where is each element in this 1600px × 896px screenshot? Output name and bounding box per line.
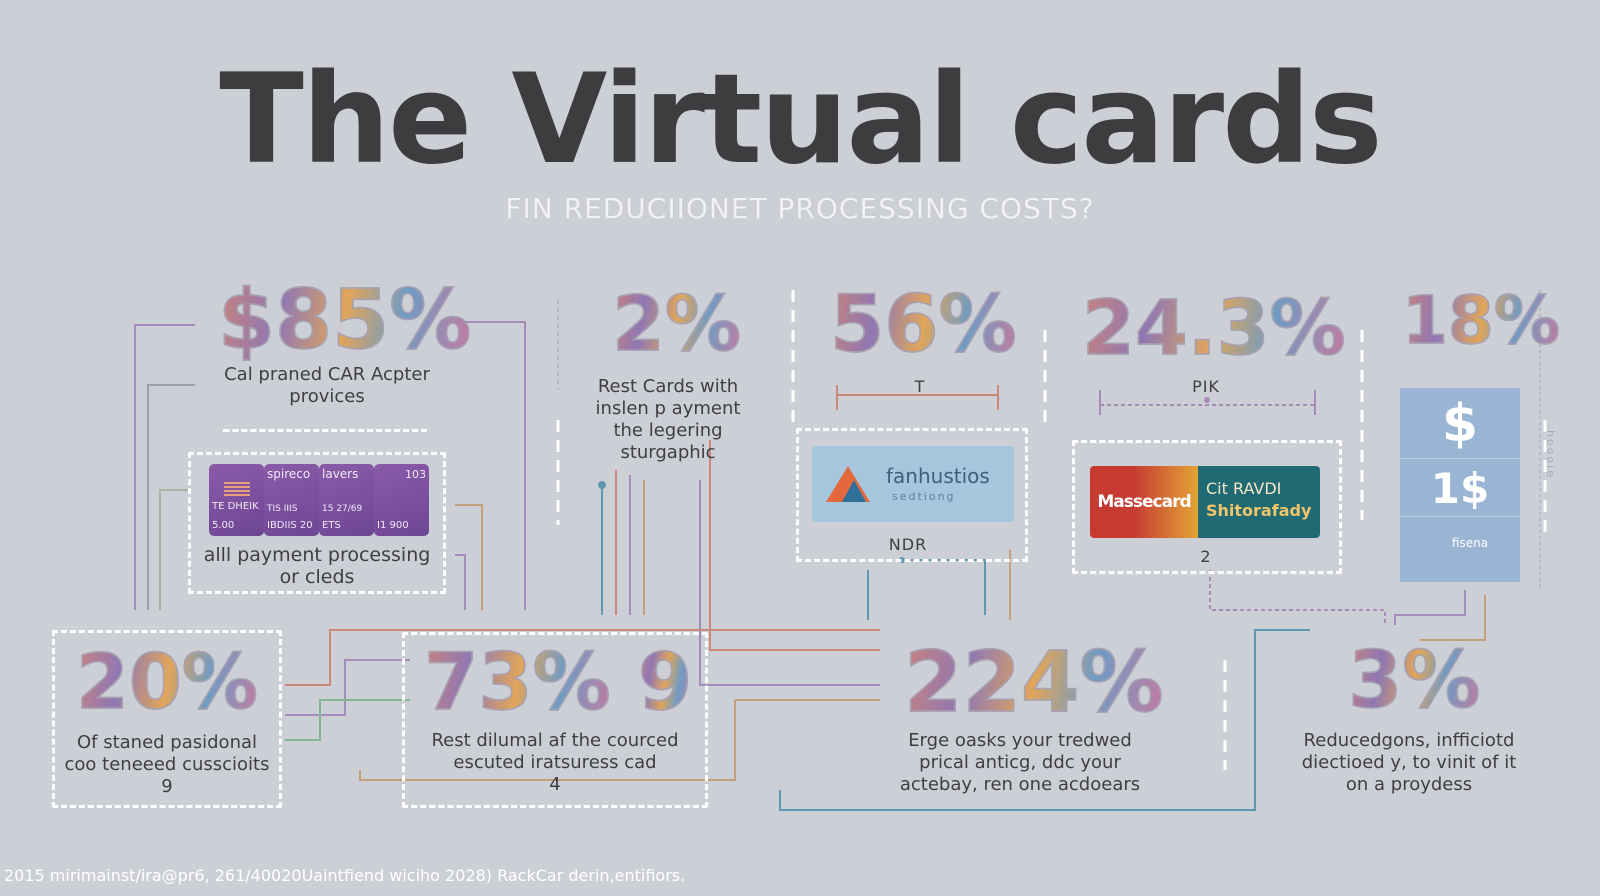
mc-box-label: 2 bbox=[1200, 547, 1212, 566]
mini-card-2-mid: TIS IIIS bbox=[267, 504, 298, 514]
stat-value-3: 56% bbox=[829, 280, 1017, 370]
dollar-icon: $ bbox=[1441, 394, 1479, 454]
stat-caption-2-line3: the legering bbox=[613, 420, 723, 441]
mini-card-3-top: lavers bbox=[322, 467, 359, 481]
mini-card-1-bot: 5.00 bbox=[212, 520, 235, 531]
card-box-top-dash bbox=[222, 429, 428, 432]
card-box-caption-line2: or cleds bbox=[279, 566, 355, 588]
stat-caption-6-line2: coo teneeed cusscioits bbox=[64, 754, 270, 775]
stat-caption-7-line2: escuted iratsuress cad bbox=[453, 752, 657, 773]
stat-caption-2-line2: inslen p ayment bbox=[595, 398, 741, 419]
stat-value-7: 73% bbox=[423, 638, 611, 728]
page-title: The Virtual cards bbox=[219, 48, 1382, 192]
stat-value-1: $85% bbox=[217, 273, 472, 368]
panel-divider-1 bbox=[1400, 458, 1520, 459]
panel-divider-2 bbox=[1400, 516, 1520, 517]
brand-logo-right-line1: Cit RAVDI bbox=[1206, 479, 1282, 498]
stat-value-7b: 9 bbox=[637, 638, 693, 728]
mc-box-frame bbox=[1072, 440, 1342, 574]
stat-value-2: 2% bbox=[611, 279, 742, 368]
mini-card-2-bot: IBDIIS 20 bbox=[267, 520, 313, 531]
logo-sub: sedtiong bbox=[892, 490, 956, 503]
mini-card-3-mid: 15 27/69 bbox=[322, 504, 363, 514]
stat-caption-2-line4: sturgaphic bbox=[620, 442, 716, 463]
logo-mark-inner-icon bbox=[842, 480, 866, 502]
stat-caption-8-line3: actebay, ren one acdoears bbox=[899, 774, 1141, 795]
stat-caption-8-line2: prical anticg, ddc your bbox=[919, 752, 1121, 773]
mini-card-4: 103 I1 900 bbox=[374, 464, 429, 536]
logo-name: fanhustios bbox=[886, 464, 990, 488]
stat-value-6: 20% bbox=[75, 637, 258, 726]
brand-logo-right-line2: Shitorafady bbox=[1206, 501, 1312, 520]
stat-caption-2: Rest Cards with inslen p ayment the lege… bbox=[570, 376, 766, 464]
stat-caption-9-line1: Reducedgons, infficiotd bbox=[1303, 730, 1515, 751]
card-box-caption: alll payment processing or cleds bbox=[190, 544, 444, 588]
mini-card-chip-icon bbox=[224, 482, 250, 496]
stat-label-4: PIK bbox=[1192, 377, 1220, 396]
stat-label-3: T bbox=[914, 377, 926, 396]
stat-box-7 bbox=[402, 632, 708, 808]
brand-logo-right: Cit RAVDI Shitorafady bbox=[1198, 466, 1320, 538]
stat-caption-1: Cal praned CAR Acpter provices bbox=[196, 364, 458, 408]
stat-caption-7: Rest dilumal af the courced escuted irat… bbox=[410, 730, 700, 796]
stat-caption-6-line3: 9 bbox=[161, 776, 173, 797]
stat-caption-7-line3: 4 bbox=[549, 774, 561, 795]
stat-caption-6-line1: Of staned pasidonal bbox=[76, 732, 258, 753]
mini-card-1-mid: TE DHEIK bbox=[212, 501, 259, 512]
stat-caption-7-line1: Rest dilumal af the courced bbox=[431, 730, 679, 751]
mini-card-3-bot: ETS bbox=[322, 520, 341, 531]
stat-caption-9-line2: diectioed y, to vinit of it bbox=[1301, 752, 1517, 773]
mini-card-4-bot: I1 900 bbox=[377, 520, 409, 531]
logo-box-label: NDR bbox=[888, 535, 928, 554]
stat-box-6 bbox=[52, 630, 282, 808]
mini-card-2-top: spireco bbox=[267, 467, 311, 481]
stat-caption-9-line3: on a proydess bbox=[1345, 774, 1473, 795]
stat-value-4: 24.3% bbox=[1081, 283, 1346, 372]
stat-caption-6: Of staned pasidonal coo teneeed cusscioi… bbox=[54, 732, 280, 798]
card-box-caption-line1: alll payment processing bbox=[203, 544, 431, 566]
stat-value-8: 224% bbox=[903, 633, 1164, 731]
stat-caption-9: Reducedgons, infficiotd diectioed y, to … bbox=[1286, 730, 1532, 796]
footer-text: 2015 mirimainst/ira@pr6, 261/40020Uaintf… bbox=[4, 866, 686, 885]
card-box bbox=[188, 452, 446, 594]
stat-caption-1-line2: provices bbox=[289, 386, 365, 407]
stat-caption-8: Erge oasks your tredwed prical anticg, d… bbox=[880, 730, 1160, 796]
panel-brand: fisena bbox=[1451, 536, 1489, 550]
mini-card-3: lavers 15 27/69 ETS bbox=[319, 464, 374, 536]
mastercard-logo: Massecard bbox=[1090, 466, 1198, 538]
mini-card-4-top: 103 bbox=[405, 468, 426, 481]
partner-logo: fanhustios sedtiong bbox=[812, 446, 1014, 522]
logo-box-frame bbox=[796, 428, 1028, 562]
panel-value-1: 1$ bbox=[1430, 464, 1490, 513]
currency-panel: $ 1$ fisena bbox=[1400, 388, 1520, 582]
mini-card-1: TE DHEIK 5.00 bbox=[209, 464, 264, 536]
stat-value-9: 3% bbox=[1347, 636, 1481, 726]
stat-caption-8-line1: Erge oasks your tredwed bbox=[908, 730, 1132, 751]
page-subtitle: FIN REDUCIIONET PROCESSING COSTS? bbox=[505, 192, 1095, 225]
stat-value-5: 18% bbox=[1401, 282, 1560, 359]
stat-caption-1-line1: Cal praned CAR Acpter bbox=[224, 364, 430, 385]
mini-card-2: spireco TIS IIIS IBDIIS 20 bbox=[264, 464, 319, 536]
card-brand-logos: Massecard Cit RAVDI Shitorafady bbox=[1090, 466, 1320, 538]
stat-caption-2-line1: Rest Cards with bbox=[597, 376, 739, 397]
side-vertical-label: hoooie bbox=[1544, 430, 1557, 479]
